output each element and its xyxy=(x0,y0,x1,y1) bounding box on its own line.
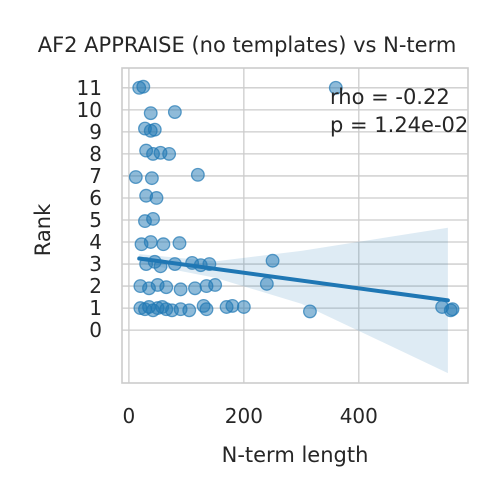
data-point xyxy=(259,276,274,291)
data-point xyxy=(265,253,280,268)
y-tick-label: 0 xyxy=(89,318,102,342)
plot-frame xyxy=(121,67,469,384)
data-point xyxy=(159,280,174,295)
y-tick-label: 4 xyxy=(89,230,102,254)
data-point xyxy=(136,79,151,94)
y-axis-label: Rank xyxy=(31,203,55,256)
data-point xyxy=(188,281,202,296)
data-point xyxy=(173,282,188,297)
y-tick-label: 6 xyxy=(89,186,102,210)
data-point xyxy=(199,302,214,317)
data-point xyxy=(182,303,197,318)
data-point xyxy=(445,302,460,317)
rho-annotation: rho = -0.22 xyxy=(330,85,450,109)
x-tick-labels: 0 200 400 xyxy=(123,404,378,428)
data-point xyxy=(328,80,343,95)
confidence-band xyxy=(139,227,448,374)
y-tick-label: 10 xyxy=(77,98,102,122)
x-axis-label: N-term length xyxy=(222,443,369,467)
data-point xyxy=(147,122,162,137)
y-tick-label: 1 xyxy=(89,296,102,320)
data-point xyxy=(143,106,158,121)
x-tick-label: 0 xyxy=(123,404,136,428)
y-tick-label: 7 xyxy=(89,164,102,188)
chart-title: AF2 APPRAISE (no templates) vs N-term xyxy=(38,33,457,57)
data-point xyxy=(236,300,251,314)
data-point xyxy=(144,171,159,186)
y-tick-label: 8 xyxy=(89,142,102,166)
data-point xyxy=(128,170,143,184)
data-point xyxy=(167,105,182,120)
data-point xyxy=(172,236,187,251)
regression-line xyxy=(137,256,450,303)
data-point xyxy=(208,278,223,292)
x-tick-label: 200 xyxy=(225,404,263,428)
data-point xyxy=(143,235,158,249)
data-point xyxy=(302,304,317,319)
data-point xyxy=(149,191,164,205)
data-point xyxy=(190,167,205,182)
data-point xyxy=(156,237,171,252)
y-tick-label: 3 xyxy=(89,252,102,276)
data-point xyxy=(146,211,160,226)
y-tick-label: 11 xyxy=(77,76,102,100)
p-value-annotation: p = 1.24e-02 xyxy=(330,113,468,137)
y-tick-label: 5 xyxy=(89,208,102,232)
x-tick-label: 400 xyxy=(340,404,378,428)
y-tick-label: 9 xyxy=(89,120,102,144)
y-tick-label: 2 xyxy=(89,274,102,298)
data-point xyxy=(162,146,177,161)
data-point xyxy=(225,298,240,313)
